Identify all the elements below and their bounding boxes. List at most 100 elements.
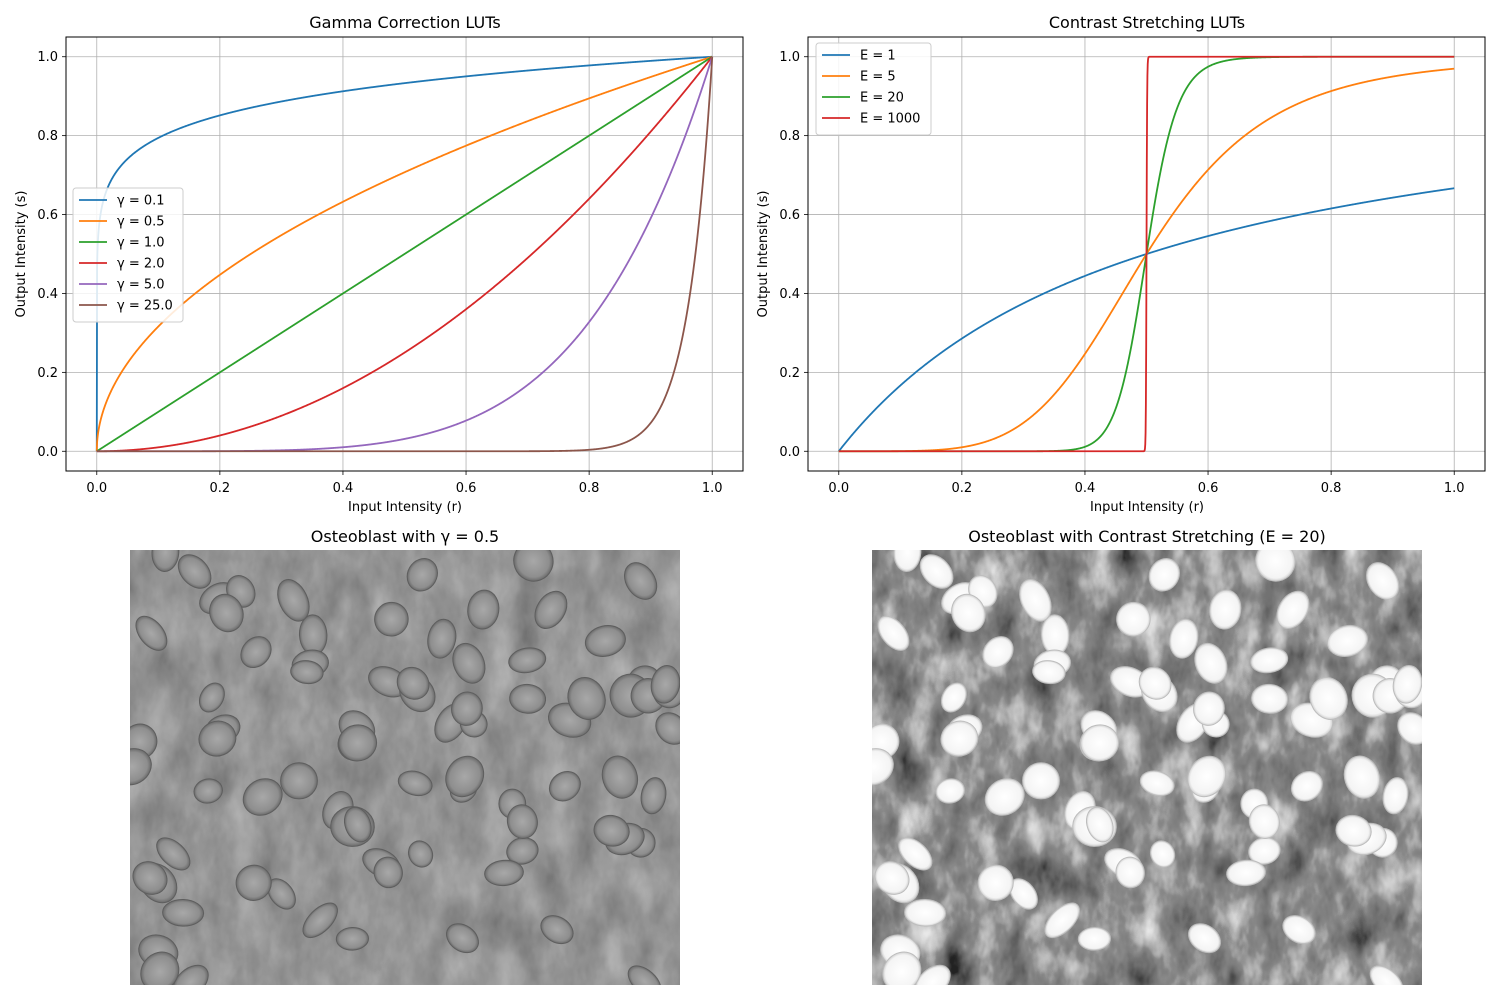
nucleus: [593, 814, 630, 847]
nucleus: [509, 683, 547, 714]
y-tick-label: 0.8: [779, 129, 800, 144]
x-tick-label: 0.2: [210, 481, 231, 496]
nucleus: [132, 861, 168, 895]
legend: E = 1 E = 5 E = 20 E = 1000: [815, 42, 932, 136]
y-tick-label: 0.4: [37, 287, 58, 302]
nucleus: [540, 915, 574, 945]
nucleus: [1080, 724, 1120, 762]
nucleus: [277, 579, 310, 622]
nucleus: [135, 615, 168, 651]
nucleus: [1226, 859, 1266, 887]
series-line: [96, 56, 713, 453]
cell-nuclei: [872, 550, 1422, 985]
nucleus: [193, 778, 223, 804]
osteoblast-gamma-image: [130, 550, 680, 985]
nucleus: [627, 965, 662, 985]
nucleus: [406, 558, 438, 592]
legend-label: E = 20: [860, 91, 904, 106]
nucleus: [1150, 840, 1176, 868]
y-axis-label: Output Intensity (s): [14, 191, 29, 318]
y-tick-label: 0.2: [779, 366, 800, 381]
nucleus: [172, 964, 209, 985]
series-line: [95, 55, 713, 452]
nucleus: [156, 837, 191, 871]
y-tick-label: 0.2: [37, 366, 58, 381]
series-line: [838, 55, 1455, 453]
y-tick-label: 0.4: [779, 287, 800, 302]
gamma-image-panel: Osteoblast with γ = 0.5: [130, 527, 680, 985]
nucleus: [877, 615, 910, 651]
gamma-correction-chart: Gamma Correction LUTs 0.0 0.2 0.4 0.6 0.8 1.0…: [14, 13, 744, 515]
nucleus: [335, 926, 369, 951]
nucleus: [624, 562, 658, 600]
plot-frame: [807, 36, 1486, 472]
nucleus: [130, 748, 152, 786]
nucleus: [140, 951, 180, 985]
nucleus: [940, 682, 967, 713]
y-tick-label: 0.0: [37, 445, 58, 460]
nucleus: [1022, 762, 1060, 800]
nucleus: [584, 625, 626, 657]
nucleus: [1077, 926, 1111, 951]
nucleus: [1343, 755, 1381, 799]
nucleus: [280, 762, 318, 800]
nucleus: [1326, 625, 1368, 657]
nucleus: [302, 902, 338, 939]
nucleus: [650, 665, 680, 704]
nucleus: [396, 666, 430, 700]
cell-nuclei: [130, 550, 680, 985]
x-tick-label: 0.0: [828, 481, 849, 496]
nucleus: [240, 636, 272, 669]
nucleus: [1335, 814, 1372, 847]
y-tick-label: 0.6: [779, 208, 800, 223]
plot-frame: [65, 36, 744, 472]
nucleus: [567, 677, 606, 720]
nucleus: [1282, 915, 1316, 945]
x-tick-label: 1.0: [702, 481, 723, 496]
nucleus: [548, 770, 581, 802]
nucleus: [1248, 804, 1280, 839]
nucleus: [977, 864, 1014, 901]
nucleus: [914, 964, 951, 985]
nucleus: [408, 840, 434, 868]
nucleus: [1250, 647, 1289, 674]
osteoblast-stretch-image: [872, 550, 1422, 985]
legend-label: E = 1: [860, 49, 896, 64]
nucleus: [451, 691, 483, 726]
legend-label: γ = 0.5: [117, 215, 165, 230]
legend: γ = 0.1 γ = 0.5 γ = 1.0 γ = 2.0 γ = 5.0 γ = 2…: [72, 187, 184, 323]
nucleus: [1019, 579, 1052, 622]
nucleus: [904, 898, 947, 927]
image-title: Osteoblast with Contrast Stretching (E =…: [968, 527, 1326, 546]
nucleus: [1309, 677, 1348, 720]
nucleus: [882, 951, 922, 985]
y-tick-label: 0.6: [37, 208, 58, 223]
series-line: [96, 56, 714, 453]
nucleus: [374, 601, 409, 637]
x-axis-label: Input Intensity (r): [1090, 500, 1204, 515]
nucleus: [1116, 601, 1151, 637]
nucleus: [984, 778, 1025, 816]
nucleus: [1085, 806, 1114, 843]
stretch-image-panel: Osteoblast with Contrast Stretching (E =…: [872, 527, 1422, 985]
nucleus: [1382, 777, 1409, 815]
x-axis-ticks: 0.0 0.2 0.4 0.6 0.8 1.0: [86, 471, 723, 496]
nucleus: [935, 778, 965, 804]
nucleus: [874, 861, 910, 895]
nucleus: [373, 856, 403, 889]
nucleus: [484, 859, 524, 887]
nucleus: [1032, 660, 1066, 685]
nucleus: [872, 748, 894, 786]
x-tick-label: 0.4: [1075, 481, 1096, 496]
x-tick-label: 1.0: [1444, 481, 1465, 496]
series-line: [95, 55, 713, 452]
nucleus: [940, 720, 979, 757]
nucleus: [601, 755, 639, 799]
x-axis-ticks: 0.0 0.2 0.4 0.6 0.8 1.0: [828, 471, 1465, 496]
nucleus: [898, 837, 933, 871]
legend-label: γ = 0.1: [117, 194, 165, 209]
legend-label: E = 1000: [860, 112, 920, 127]
nucleus: [655, 712, 680, 745]
contrast-stretching-chart: Contrast Stretching LUTs 0.0 0.2 0.4 0.6 0.8…: [756, 13, 1486, 515]
